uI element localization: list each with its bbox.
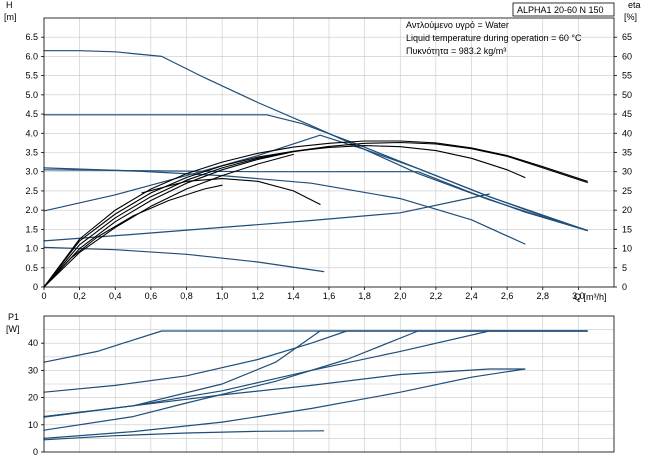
power-curve <box>43 330 588 431</box>
efficiency-curve <box>43 146 330 288</box>
efficiency-curves <box>43 140 588 288</box>
x-tick-label: 1,4 <box>287 291 300 301</box>
y-right-tick-label: 60 <box>622 51 632 61</box>
power-tick-label: 20 <box>28 393 38 403</box>
title-box <box>512 2 615 17</box>
x-tick-label: 0,6 <box>145 291 158 301</box>
x-tick-label: 2,0 <box>394 291 407 301</box>
power-tick-label: 40 <box>28 338 38 348</box>
power-curves <box>43 330 588 441</box>
x-tick-label: 2,8 <box>536 291 549 301</box>
y-axis-right-label-unit: [%] <box>624 12 637 22</box>
power-curve <box>43 368 526 418</box>
y-right-tick-label: 10 <box>622 244 632 254</box>
y-right-tick-label: 50 <box>622 90 632 100</box>
efficiency-curve <box>43 140 588 288</box>
y-axis-label-unit: [m] <box>4 12 17 22</box>
y-right-tick-label: 65 <box>622 32 632 42</box>
y-tick-label: 4.5 <box>25 109 38 119</box>
y-axis-label-letter: H <box>6 0 13 10</box>
y-tick-label: 5.5 <box>25 71 38 81</box>
power-curve <box>43 430 325 441</box>
y-tick-label: 3.5 <box>25 148 38 158</box>
y-right-tick-label: 35 <box>622 148 632 158</box>
x-tick-label: 0,8 <box>180 291 193 301</box>
power-panel: 0 10 20 30 40 P1 [W] <box>6 312 615 457</box>
x-tick-label: 0 <box>41 291 46 301</box>
x-tick-label: 1,6 <box>323 291 336 301</box>
y-tick-label: 0.5 <box>25 263 38 273</box>
top-plot-frame <box>43 17 615 288</box>
y-tick-label: 3.0 <box>25 167 38 177</box>
y-right-tick-label: 15 <box>622 224 632 234</box>
y-tick-label: 1.0 <box>25 244 38 254</box>
x-tick-label: 0,4 <box>109 291 122 301</box>
y-right-tick-label: 45 <box>622 109 632 119</box>
y-right-tick-label: 25 <box>622 186 632 196</box>
annotation-temperature: Liquid temperature during operation = 60… <box>406 33 582 43</box>
head-curve <box>43 134 588 232</box>
head-curve <box>43 167 526 245</box>
power-curve <box>43 330 588 418</box>
head-curve <box>43 114 588 232</box>
y-right-tick-label: 55 <box>622 71 632 81</box>
power-tick-label: 10 <box>28 420 38 430</box>
y-right-tick-label: 30 <box>622 167 632 177</box>
power-axis-label-unit: [W] <box>6 324 20 334</box>
x-tick-labels: 0 0,2 0,4 0,6 0,8 1,0 1,2 1,4 1,6 1,8 2,0 2,2 2,4 2,6… <box>41 291 584 301</box>
head-curve <box>43 169 588 232</box>
y-tick-label: 5.0 <box>25 90 38 100</box>
head-curve <box>43 193 490 242</box>
y-tick-label: 1.5 <box>25 224 38 234</box>
y-tick-label: 2.0 <box>25 205 38 215</box>
power-tick-label: 0 <box>33 447 38 457</box>
efficiency-curve <box>43 153 294 288</box>
x-axis-label: Q [m³/h] <box>574 292 607 302</box>
head-curve <box>43 246 325 273</box>
y-right-tick-label: 0 <box>622 282 627 292</box>
power-curve <box>43 330 588 363</box>
efficiency-curve <box>43 184 223 288</box>
x-tick-label: 3,0 <box>572 291 585 301</box>
annotation-density: Πυκνότητα = 983.2 kg/m³ <box>406 46 506 56</box>
power-axis-label-letter: P1 <box>8 312 19 322</box>
x-tick-label: 2,4 <box>465 291 478 301</box>
y-right-tick-label: 20 <box>622 205 632 215</box>
y-right-tick-label: 5 <box>622 263 627 273</box>
pump-model-title: ALPHA1 20-60 N 150 <box>517 5 604 15</box>
x-tick-label: 1,8 <box>358 291 371 301</box>
y-tick-label: 2.5 <box>25 186 38 196</box>
top-grid <box>41 18 617 290</box>
power-curve <box>43 330 588 418</box>
y-tick-label: 0 <box>33 282 38 292</box>
x-tick-label: 2,2 <box>430 291 443 301</box>
efficiency-curve <box>43 141 588 288</box>
y-tick-label: 4.0 <box>25 128 38 138</box>
x-tick-label: 1,0 <box>216 291 229 301</box>
y-tick-label: 6.5 <box>25 32 38 42</box>
bottom-plot-frame <box>43 315 615 453</box>
y-tick-labels-right: 0 5 10 15 20 25 30 35 40 45 50 55 60 65 <box>622 32 632 292</box>
y-right-tick-label: 40 <box>622 128 632 138</box>
y-axis-right-label-letter: eta <box>628 0 641 10</box>
power-curve <box>43 330 588 393</box>
head-efficiency-panel: 0 0,2 0,4 0,6 0,8 1,0 1,2 1,4 1,6 1,8 2,0 2,2 2,4 2,6… <box>4 0 641 302</box>
annotation-fluid: Αντλούμενο υγρό = Water <box>406 20 509 30</box>
x-tick-label: 2,6 <box>501 291 514 301</box>
x-tick-label: 0,2 <box>73 291 86 301</box>
power-curve <box>43 368 526 439</box>
x-tick-label: 1,2 <box>251 291 264 301</box>
head-curves <box>43 50 588 273</box>
y-tick-labels-left: 0 0.5 1.0 1.5 2.0 2.5 3.0 3.5 4.0 4.5 5.0 5.5 6.0 6.5 <box>25 32 38 292</box>
y-tick-label: 6.0 <box>25 51 38 61</box>
power-tick-label: 30 <box>28 365 38 375</box>
efficiency-curve <box>141 178 321 205</box>
power-y-tick-labels: 0 10 20 30 40 <box>28 338 38 457</box>
